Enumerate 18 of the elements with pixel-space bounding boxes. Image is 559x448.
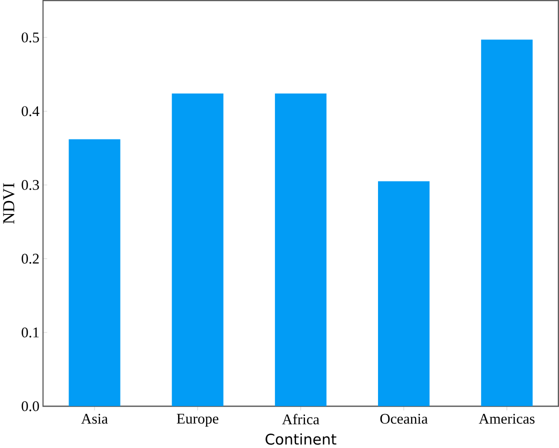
bar [481, 40, 533, 406]
x-tick-label: Asia [81, 414, 108, 424]
y-tick-label: 0.4 [22, 106, 40, 116]
x-axis-title: Continent [266, 433, 336, 445]
x-tick-label: Africa [282, 414, 320, 424]
bar [172, 94, 224, 406]
bar [68, 139, 120, 406]
y-tick-label: 0.1 [22, 327, 39, 338]
y-tick-label: 0.3 [22, 180, 39, 190]
y-tick-label: 0.2 [22, 254, 39, 264]
x-tick-label: Oceania [380, 414, 428, 424]
y-tick-label: 0.5 [22, 32, 39, 42]
bar [274, 94, 326, 406]
y-axis-title: NDVI [3, 183, 14, 224]
x-tick-label: Europe [176, 414, 218, 427]
y-tick-label: 0.0 [22, 401, 39, 412]
x-tick-label: Americas [478, 414, 535, 424]
bar [378, 181, 430, 406]
